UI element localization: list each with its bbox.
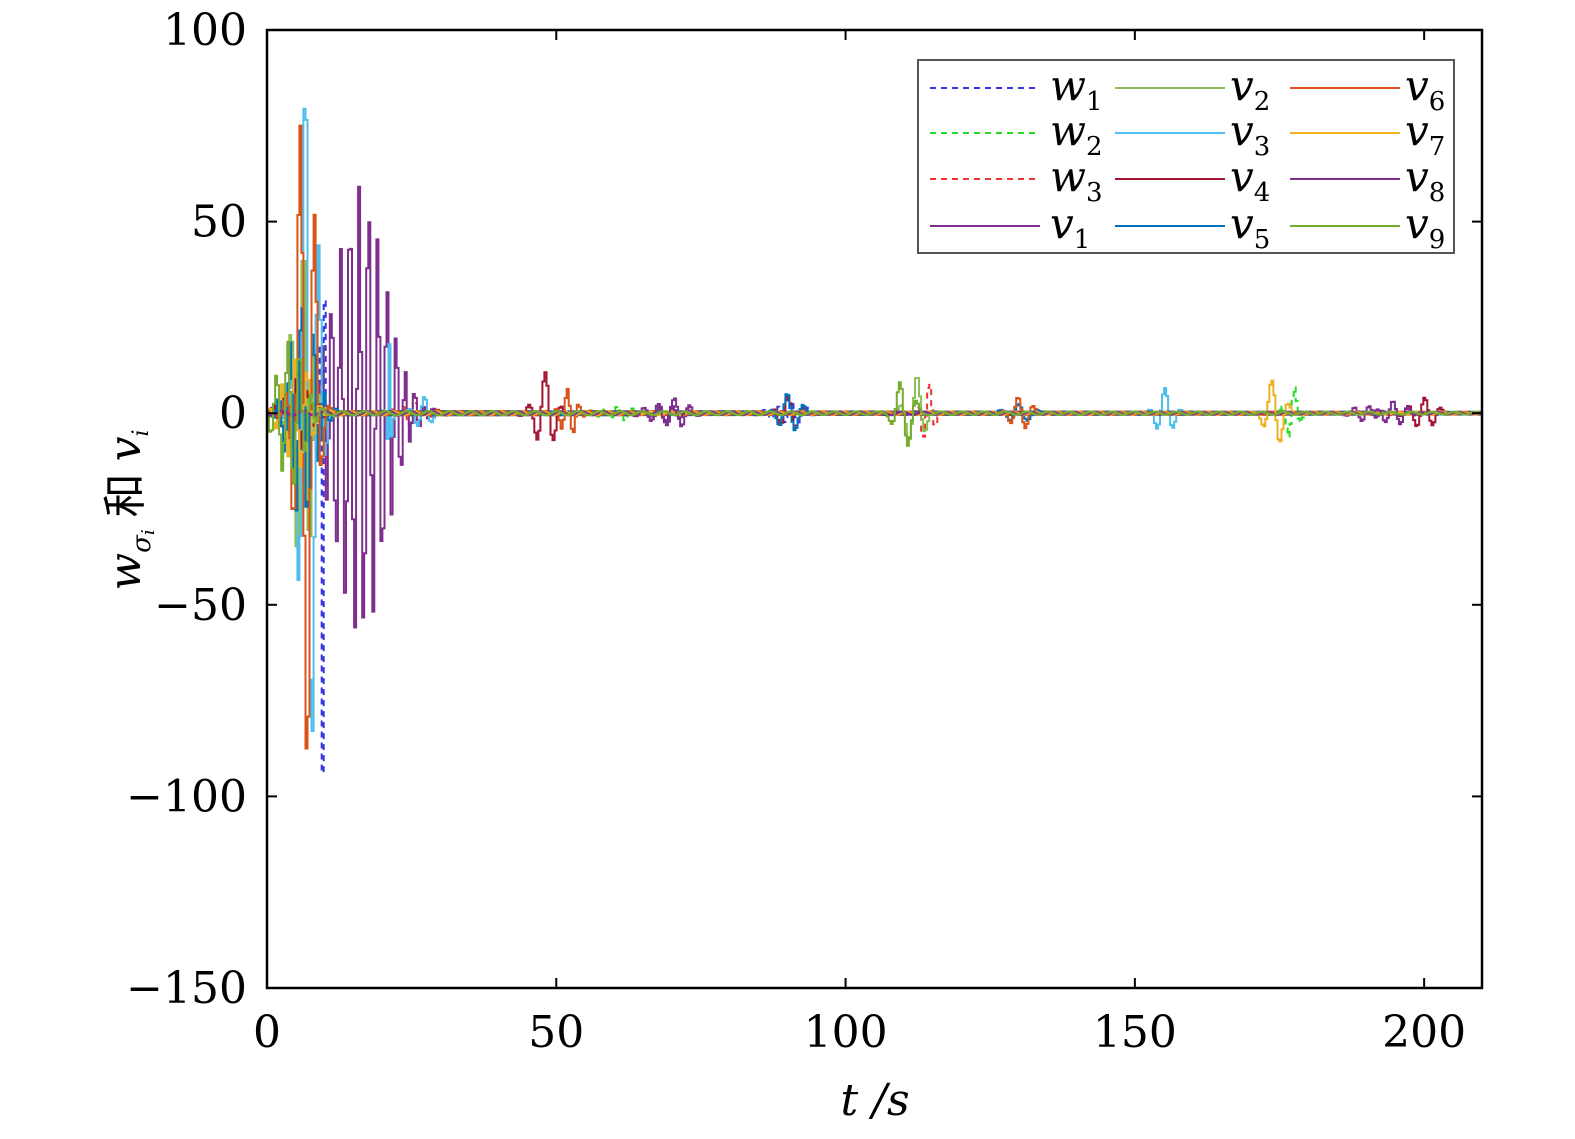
ticks: 0 50 100 150 200 −150 −100 −50 0 50 100 — [126, 5, 1482, 1058]
legend-item-v7: v7 — [1290, 106, 1445, 162]
legend-label: v6 — [1405, 61, 1445, 117]
legend-label: v3 — [1230, 106, 1270, 162]
legend-item-v6: v6 — [1290, 61, 1445, 117]
legend-item-v2: v2 — [1115, 61, 1270, 117]
x-tick-label: 100 — [804, 1007, 888, 1058]
legend-item-v3: v3 — [1115, 106, 1270, 162]
legend-item-w1: w1 — [930, 61, 1103, 117]
legend-label: v9 — [1405, 199, 1445, 255]
svg-text:wσi和vi: wσi和vi — [100, 429, 159, 590]
series-lines — [267, 107, 1482, 774]
series-line-v2 — [267, 259, 1482, 548]
legend-item-w2: w2 — [930, 106, 1103, 162]
legend-item-v1: v1 — [930, 199, 1090, 255]
legend-item-v8: v8 — [1290, 152, 1445, 208]
legend-label: v2 — [1230, 61, 1270, 117]
x-tick-label: 200 — [1382, 1007, 1466, 1058]
y-tick-label: 100 — [163, 5, 247, 56]
legend: w1 v2 v6 w2 v3 v7 w3 v4 v8 v1 v5 v9 — [917, 59, 1455, 255]
y-tick-label: −150 — [126, 963, 247, 1014]
legend-label: v5 — [1230, 199, 1270, 255]
legend-label: v7 — [1405, 106, 1445, 162]
x-tick-label: 50 — [528, 1007, 584, 1058]
legend-label: v1 — [1050, 199, 1090, 255]
legend-label: w3 — [1050, 152, 1103, 208]
legend-item-w3: w3 — [930, 152, 1103, 208]
y-tick-label: −50 — [154, 580, 247, 631]
y-tick-label: −100 — [126, 771, 247, 822]
legend-label: v8 — [1405, 152, 1445, 208]
y-axis-label: wσi和vi — [100, 429, 159, 590]
plot-frame — [265, 28, 1484, 990]
y-tick-label: 0 — [219, 388, 247, 439]
x-tick-label: 0 — [253, 1007, 281, 1058]
legend-item-v4: v4 — [1115, 152, 1270, 208]
x-tick-label: 150 — [1093, 1007, 1177, 1058]
legend-label: v4 — [1230, 152, 1270, 208]
y-tick-label: 50 — [191, 197, 247, 248]
legend-label: w2 — [1050, 106, 1103, 162]
x-axis-label: t /s — [840, 1075, 909, 1126]
series-line-v9 — [267, 340, 1482, 485]
series-line-v5 — [267, 307, 1482, 512]
series-line-w1 — [267, 300, 1482, 774]
legend-item-v9: v9 — [1290, 199, 1445, 255]
legend-label: w1 — [1050, 61, 1103, 117]
legend-item-v5: v5 — [1115, 199, 1270, 255]
